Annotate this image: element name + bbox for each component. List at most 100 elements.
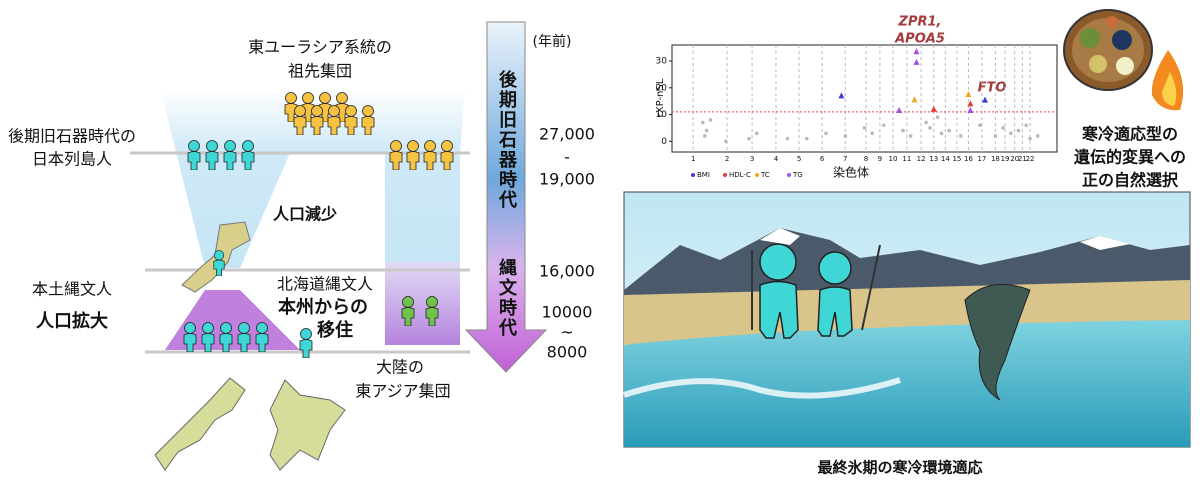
point [704,128,709,133]
x-tick-label: 6 [820,155,825,163]
legend-marker [723,173,727,177]
selection-label: 正の自然選択 [1082,171,1179,190]
x-tick-label: 20 [1010,155,1019,163]
legend-label: BMI [697,171,710,179]
point [901,128,905,133]
x-tick-label: 5 [797,155,801,163]
x-tick-label: 13 [929,155,938,163]
point [967,100,974,107]
point [870,131,874,136]
migration-label: 移住 [317,319,353,341]
y-tick-label: 30 [656,57,668,67]
point [896,107,903,114]
x-tick-label: 12 [917,155,926,163]
point [930,105,937,112]
y-axis-label: rXP-nSL [655,78,666,117]
point [978,123,982,128]
legend-label: HDL-C [729,171,751,179]
era-label: 後期旧石器時代 [496,69,518,210]
x-tick-label: 3 [750,155,754,163]
x-tick-label: 19 [1001,155,1010,163]
honshu-label: 本土縄文人 [32,280,112,299]
y-tick-label: 0 [661,137,667,147]
map-honshu [154,377,246,471]
time-arrow [464,21,548,373]
x-tick-label: 18 [991,155,1000,163]
year: ~ [560,323,573,342]
gene-label: FTO [978,81,1007,96]
continental-label: 大陸の [376,358,424,377]
x-tick-label: 8 [864,155,868,163]
decrease-label: 人口減少 [273,205,337,224]
paleolithic-label: 日本列島人 [32,150,112,169]
point [913,48,920,55]
migration-label: 本州からの [278,296,368,318]
ice-age-scene [623,191,1191,448]
x-tick-label: 1 [691,155,695,163]
legend-marker [755,173,759,177]
year: 27,000 [539,125,595,144]
point [967,107,974,114]
legend-label: TC [760,171,770,179]
point [982,96,989,103]
selection-label: 遺伝的変異への [1074,148,1186,167]
point [908,134,913,138]
point [939,131,944,136]
point [843,134,848,138]
x-tick-label: 9 [878,155,882,163]
year-unit: (年前) [533,33,572,50]
left-diagram: 東ユーラシア系統の 祖先集団 (年前) 後期旧石器時代の 日本列島人 27,00… [8,21,595,471]
point [1024,123,1028,128]
dish-icon [1063,9,1184,111]
point [1035,134,1040,138]
point [724,139,728,144]
increase-label: 人口拡大 [36,310,108,332]
gene-label: ZPR1, [898,15,942,30]
x-tick-label: 7 [843,155,847,163]
point [924,120,928,125]
caption: 最終氷期の寒冷環境適応 [817,459,982,477]
point [993,134,998,138]
point [935,115,940,120]
x-tick-label: 15 [952,155,961,163]
point [1001,126,1005,130]
year: 16,000 [539,262,595,281]
point [1016,128,1021,133]
year: 19,000 [539,170,595,189]
point [911,96,918,103]
point [881,123,886,128]
point [965,90,972,97]
x-tick-label: 14 [941,155,950,163]
plot-frame [671,44,1058,153]
point [701,120,705,125]
hokkaido-label: 北海道縄文人 [277,275,373,294]
point [913,58,920,65]
point [747,136,751,141]
x-tick-label: 17 [977,155,986,163]
x-tick-label: 4 [774,155,779,163]
selection-label: 寒冷適応型の [1081,125,1178,144]
point [838,92,845,99]
year: - [564,148,570,167]
point [804,136,809,141]
x-tick-label: 11 [902,155,911,163]
x-tick-label: 21 [1018,155,1027,163]
ancestor-label: 祖先集団 [288,62,352,81]
legend-marker [787,173,791,177]
point [824,131,828,136]
x-axis-label: 染色体 [833,165,869,180]
point [958,134,963,138]
x-tick-label: 10 [889,155,898,163]
x-tick-label: 2 [725,155,729,163]
point [862,126,867,130]
jomon-band [385,262,460,345]
point [928,126,932,130]
legend-marker [691,173,695,177]
y-tick-label: 10 [656,110,668,120]
year: 8000 [547,343,588,362]
map-hokkaido [269,379,346,471]
era-label: 縄文時代 [496,257,518,338]
point [702,134,707,138]
